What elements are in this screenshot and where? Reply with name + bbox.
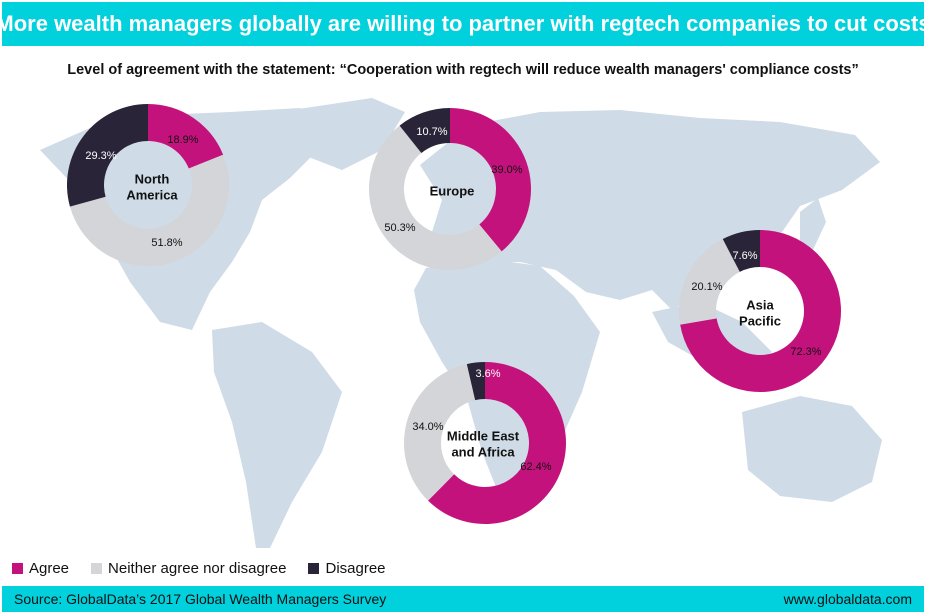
value-label-asia-pacific-disagree: 7.6%	[732, 250, 757, 262]
region-label-europe: Europe	[430, 183, 475, 198]
legend: Agree Neither agree nor disagree Disagre…	[12, 560, 408, 577]
slice-asia-pacific-neither	[679, 239, 740, 325]
value-label-middle-east-and-africa-agree: 62.4%	[520, 461, 551, 473]
slice-europe-disagree	[399, 108, 450, 154]
map-australia	[742, 396, 882, 502]
donut-europe: 39.0% 50.3% 10.7% Europe	[369, 108, 531, 270]
slice-europe-neither	[369, 125, 502, 270]
legend-item-agree: Agree	[12, 560, 69, 577]
map-greenland	[292, 98, 405, 170]
value-label-north-america-neither: 51.8%	[151, 237, 182, 249]
slice-middle-east-and-africa-agree	[428, 361, 566, 524]
region-label-north-america: America	[126, 187, 178, 202]
legend-item-neither: Neither agree nor disagree	[91, 560, 286, 577]
slice-middle-east-and-africa-neither	[403, 364, 476, 501]
slice-europe-agree	[450, 108, 531, 252]
chart-title: More wealth managers globally are willin…	[0, 11, 926, 36]
region-label-asia-pacific: Asia	[746, 297, 774, 312]
value-label-middle-east-and-africa-neither: 34.0%	[412, 421, 443, 433]
slice-middle-east-and-africa-disagree	[466, 362, 485, 401]
value-label-asia-pacific-agree: 72.3%	[790, 346, 821, 358]
footer-banner: Source: GlobalData’s 2017 Global Wealth …	[2, 586, 924, 612]
legend-swatch-disagree	[308, 563, 320, 574]
map-europe-asia	[420, 110, 880, 310]
chart-subtitle: Level of agreement with the statement: “…	[67, 62, 859, 78]
legend-label-disagree: Disagree	[325, 560, 386, 577]
slice-asia-pacific-disagree	[722, 230, 760, 272]
legend-swatch-agree	[12, 563, 23, 574]
map-south-america	[212, 322, 342, 548]
value-label-europe-disagree: 10.7%	[416, 126, 447, 138]
region-label-middle-east-and-africa: and Africa	[451, 444, 515, 459]
website-text: www.globaldata.com	[783, 591, 912, 607]
value-label-north-america-disagree: 29.3%	[85, 150, 116, 162]
region-label-north-america: North	[135, 171, 170, 186]
value-label-asia-pacific-neither: 20.1%	[691, 281, 722, 293]
value-label-europe-agree: 39.0%	[491, 164, 522, 176]
value-label-north-america-agree: 18.9%	[167, 134, 198, 146]
slice-north-america-neither	[69, 154, 229, 266]
slice-asia-pacific-agree	[680, 229, 842, 392]
legend-label-agree: Agree	[29, 560, 70, 577]
region-label-middle-east-and-africa: Middle East	[447, 428, 520, 443]
legend-item-disagree: Disagree	[308, 560, 386, 577]
source-text: Source: GlobalData’s 2017 Global Wealth …	[14, 591, 387, 607]
region-label-asia-pacific: Pacific	[739, 313, 781, 328]
legend-swatch-neither	[91, 563, 103, 574]
legend-label-neither: Neither agree nor disagree	[108, 560, 287, 577]
map-japan	[800, 198, 826, 252]
value-label-europe-neither: 50.3%	[384, 222, 415, 234]
slice-north-america-agree	[148, 104, 224, 169]
slice-north-america-disagree	[66, 104, 148, 207]
value-label-middle-east-and-africa-disagree: 3.6%	[475, 368, 500, 380]
title-banner: More wealth managers globally are willin…	[0, 2, 926, 46]
